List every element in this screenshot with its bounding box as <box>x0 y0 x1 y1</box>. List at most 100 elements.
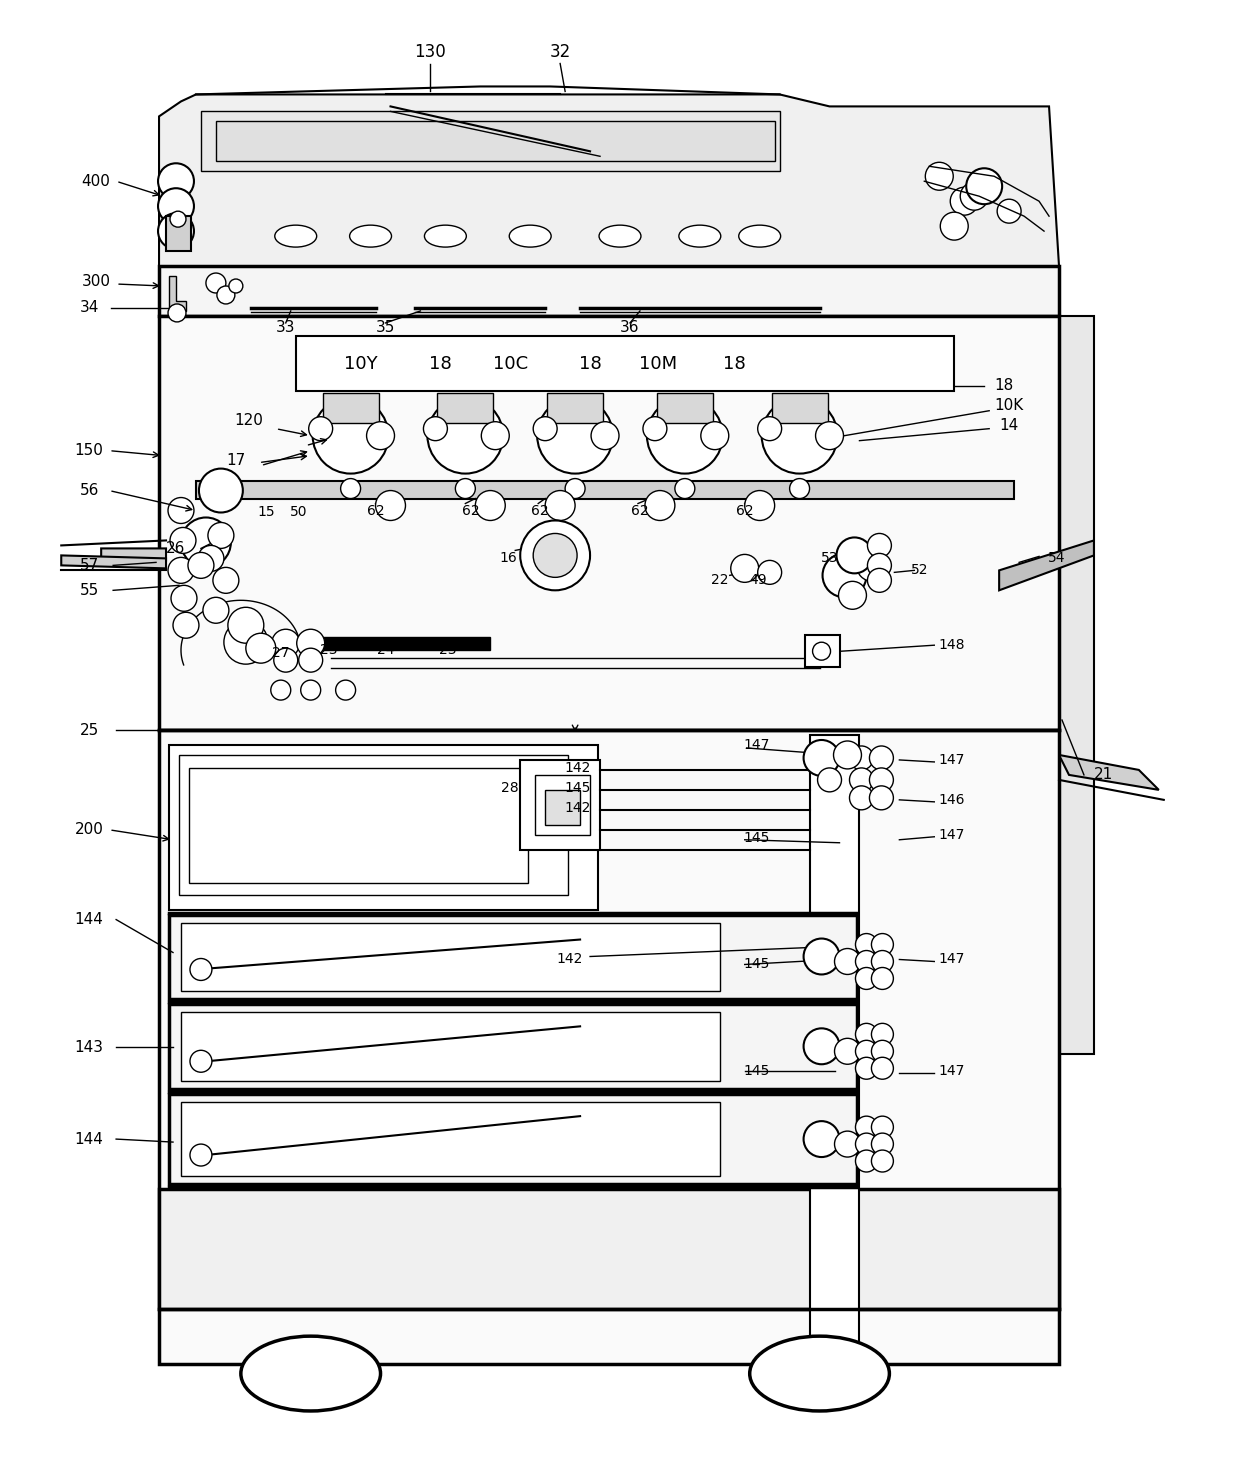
Ellipse shape <box>739 225 781 247</box>
Circle shape <box>940 213 968 241</box>
Text: 400: 400 <box>82 173 110 189</box>
Circle shape <box>869 785 893 810</box>
Text: 142: 142 <box>565 760 591 775</box>
Text: 62: 62 <box>461 504 479 518</box>
Circle shape <box>950 188 978 216</box>
Bar <box>159 266 1059 316</box>
Circle shape <box>868 533 892 558</box>
Circle shape <box>190 959 212 981</box>
Text: 16: 16 <box>500 552 517 565</box>
Circle shape <box>838 581 867 609</box>
Polygon shape <box>1059 755 1159 790</box>
Circle shape <box>856 1057 878 1079</box>
Polygon shape <box>999 540 1094 590</box>
Text: 18: 18 <box>723 355 746 373</box>
Text: 28: 28 <box>501 781 520 794</box>
Text: 150: 150 <box>74 443 104 458</box>
Circle shape <box>274 649 298 672</box>
Circle shape <box>171 586 197 611</box>
Text: 10K: 10K <box>994 398 1024 413</box>
Circle shape <box>816 421 843 449</box>
Bar <box>179 755 568 894</box>
Circle shape <box>997 200 1021 223</box>
Circle shape <box>833 741 862 769</box>
Bar <box>181 1102 719 1176</box>
Bar <box>805 636 839 666</box>
Circle shape <box>869 768 893 791</box>
Bar <box>159 316 1059 730</box>
Circle shape <box>872 1133 893 1155</box>
Circle shape <box>856 1133 878 1155</box>
Bar <box>547 393 603 423</box>
Bar <box>521 760 600 850</box>
Circle shape <box>804 740 839 777</box>
Circle shape <box>745 490 775 521</box>
Text: 300: 300 <box>82 273 110 289</box>
Circle shape <box>835 1132 861 1157</box>
Text: 120: 120 <box>234 413 263 429</box>
Text: 10Y: 10Y <box>343 355 377 373</box>
Text: 55: 55 <box>79 583 99 597</box>
Circle shape <box>301 680 321 700</box>
Bar <box>181 922 719 991</box>
Text: 49: 49 <box>749 574 766 587</box>
Circle shape <box>925 163 954 191</box>
Text: 22: 22 <box>711 574 729 587</box>
Circle shape <box>213 567 239 593</box>
Bar <box>188 768 528 882</box>
Text: 18: 18 <box>579 355 601 373</box>
Circle shape <box>872 1023 893 1045</box>
Circle shape <box>804 938 839 975</box>
Circle shape <box>312 398 388 474</box>
Circle shape <box>835 948 861 975</box>
Circle shape <box>229 279 243 294</box>
Circle shape <box>224 621 268 664</box>
Circle shape <box>299 649 322 672</box>
Circle shape <box>837 537 873 574</box>
Text: 26: 26 <box>166 540 186 556</box>
Circle shape <box>455 479 475 499</box>
Circle shape <box>206 273 226 294</box>
Bar <box>810 735 859 1368</box>
Text: 23: 23 <box>320 643 337 658</box>
Circle shape <box>804 1122 839 1157</box>
Text: 200: 200 <box>74 822 104 837</box>
Circle shape <box>856 1116 878 1138</box>
Circle shape <box>849 746 873 769</box>
Bar <box>771 393 827 423</box>
Text: 147: 147 <box>939 753 965 766</box>
Circle shape <box>856 934 878 956</box>
Circle shape <box>790 479 810 499</box>
Text: 10M: 10M <box>639 355 677 373</box>
Circle shape <box>812 642 831 661</box>
Text: 144: 144 <box>74 912 104 928</box>
Bar <box>322 393 378 423</box>
Bar <box>201 112 780 172</box>
Text: 62: 62 <box>367 504 384 518</box>
Text: 142: 142 <box>565 802 591 815</box>
Circle shape <box>198 546 224 571</box>
Ellipse shape <box>275 225 316 247</box>
Text: 62: 62 <box>735 504 754 518</box>
Bar <box>169 1004 858 1089</box>
Circle shape <box>157 213 193 250</box>
Circle shape <box>822 553 867 597</box>
Circle shape <box>341 479 361 499</box>
Circle shape <box>423 417 448 440</box>
Text: 147: 147 <box>939 1064 965 1078</box>
Text: 34: 34 <box>79 301 99 316</box>
Polygon shape <box>159 94 1059 266</box>
Circle shape <box>856 1041 878 1063</box>
Text: 57: 57 <box>79 558 99 573</box>
Circle shape <box>217 286 234 304</box>
Circle shape <box>817 768 842 791</box>
Circle shape <box>872 934 893 956</box>
Circle shape <box>228 608 264 643</box>
Ellipse shape <box>241 1336 381 1411</box>
Bar <box>166 216 191 251</box>
Bar <box>169 744 598 910</box>
Circle shape <box>857 549 888 581</box>
Circle shape <box>157 188 193 225</box>
Circle shape <box>856 1023 878 1045</box>
Text: 36: 36 <box>620 320 640 335</box>
